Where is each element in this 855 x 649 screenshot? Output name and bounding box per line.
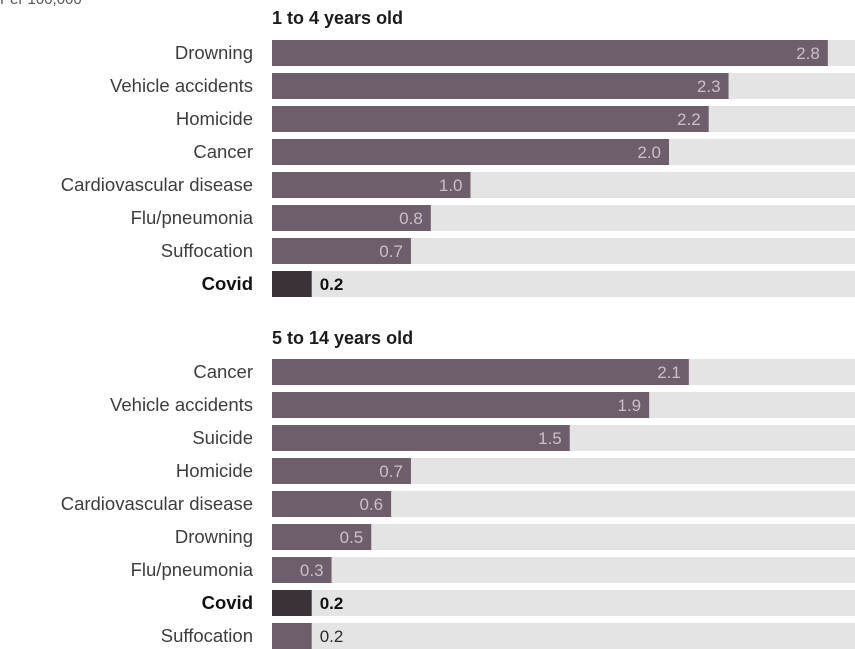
bar: [272, 106, 709, 132]
value-label: 1.0: [439, 176, 463, 195]
value-label: 2.1: [657, 363, 681, 382]
bar: [272, 40, 828, 66]
bar: [272, 623, 312, 649]
value-label: 1.9: [618, 396, 642, 415]
category-label: Covid: [202, 592, 253, 613]
bar: [272, 359, 689, 385]
category-label: Flu/pneumonia: [131, 559, 254, 580]
value-label: 0.5: [340, 528, 364, 547]
bar-track: [272, 590, 855, 616]
bar: [272, 139, 669, 165]
bar-track: [272, 557, 855, 583]
panel-1-title: 1 to 4 years old: [272, 8, 404, 28]
value-label: 0.7: [379, 242, 403, 261]
bar: [272, 392, 650, 418]
category-label: Homicide: [176, 108, 253, 129]
value-label: 0.2: [320, 275, 344, 294]
bar: [272, 557, 332, 583]
category-label: Suffocation: [161, 625, 253, 646]
value-label: 0.7: [379, 462, 403, 481]
value-label: 0.2: [320, 627, 344, 646]
bar: [272, 491, 392, 517]
category-label: Drowning: [175, 42, 253, 63]
value-label: 2.8: [796, 44, 820, 63]
category-label: Flu/pneumonia: [131, 207, 254, 228]
value-label: 2.3: [697, 77, 721, 96]
bar: [272, 458, 411, 484]
bar: [272, 172, 471, 198]
value-label: 0.3: [300, 561, 324, 580]
bar-track: [272, 623, 855, 649]
bar: [272, 425, 570, 451]
value-label: 0.8: [399, 209, 423, 228]
category-label: Homicide: [176, 460, 253, 481]
chart-caption: Per 100,000: [0, 0, 82, 8]
category-label: Suffocation: [161, 240, 253, 261]
bar: [272, 73, 729, 99]
value-label: 2.2: [677, 110, 701, 129]
value-label: 0.2: [320, 594, 344, 613]
category-label: Cardiovascular disease: [61, 493, 253, 514]
value-label: 0.6: [359, 495, 383, 514]
category-label: Covid: [202, 273, 253, 294]
panel-2-title: 5 to 14 years old: [272, 328, 414, 348]
bar: [272, 524, 372, 550]
category-label: Cancer: [193, 141, 253, 162]
category-label: Vehicle accidents: [110, 394, 253, 415]
bar-track: [272, 271, 855, 297]
bar-highlight: [272, 590, 312, 616]
category-label: Cancer: [193, 361, 253, 382]
category-label: Vehicle accidents: [110, 75, 253, 96]
category-label: Drowning: [175, 526, 253, 547]
value-label: 2.0: [637, 143, 661, 162]
bar: [272, 205, 431, 231]
bar: [272, 238, 411, 264]
category-label: Cardiovascular disease: [61, 174, 253, 195]
value-label: 1.5: [538, 429, 562, 448]
category-label: Suicide: [192, 427, 253, 448]
bar-highlight: [272, 271, 312, 297]
